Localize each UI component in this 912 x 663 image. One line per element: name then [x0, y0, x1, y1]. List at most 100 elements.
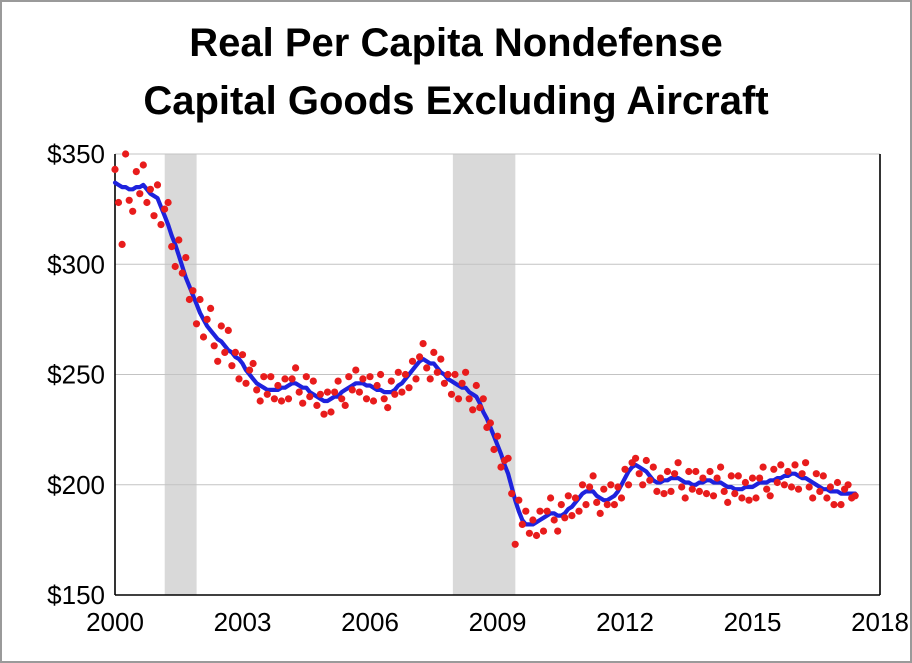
scatter-point: [550, 516, 558, 524]
scatter-point: [366, 373, 374, 381]
scatter-point: [607, 481, 615, 489]
scatter-point: [125, 196, 133, 204]
scatter-point: [118, 240, 126, 248]
scatter-point: [851, 492, 859, 500]
scatter-point: [263, 390, 271, 398]
scatter-point: [228, 362, 236, 370]
trend-line: [112, 180, 858, 527]
scatter-point: [656, 474, 665, 482]
scatter-point: [709, 492, 718, 500]
scatter-point: [164, 198, 172, 207]
scatter-point: [773, 478, 781, 487]
scatter-point: [476, 404, 484, 412]
scatter-point: [794, 485, 803, 493]
scatter-point: [564, 492, 572, 500]
scatter-point: [380, 395, 388, 403]
scatter-point: [284, 395, 293, 403]
scatter-point: [295, 388, 303, 396]
scatter-point: [660, 490, 668, 498]
scatter-point: [667, 487, 675, 495]
scatter-point: [451, 370, 459, 379]
scatter-point: [713, 474, 721, 482]
scatter-point: [727, 472, 735, 480]
scatter-point: [288, 375, 296, 383]
scatter-point: [391, 390, 399, 398]
x-tick-label: 2015: [724, 607, 782, 637]
scatter-point: [511, 540, 519, 548]
scatter-point: [136, 190, 144, 198]
scatter-point: [586, 483, 594, 491]
scatter-point: [437, 355, 445, 363]
scatter-point: [348, 386, 356, 394]
scatter-point: [338, 395, 346, 403]
scatter-point: [345, 373, 353, 381]
scatter-point: [780, 481, 789, 489]
scatter-point: [844, 481, 852, 489]
scatter-point: [377, 370, 385, 379]
scatter-point: [738, 494, 746, 502]
scatter-point: [267, 373, 275, 381]
scatter-point: [146, 185, 154, 193]
scatter-point: [763, 485, 771, 493]
scatter-point: [281, 375, 289, 383]
scatter-point: [525, 529, 534, 537]
scatter-point: [242, 379, 250, 387]
scatter-point: [292, 364, 300, 372]
scatter-point: [185, 295, 193, 304]
scatter-point: [462, 368, 470, 376]
scatter-point: [837, 501, 845, 509]
scatter-point: [341, 401, 349, 409]
scatter-point: [717, 463, 725, 471]
scatter-point: [724, 498, 732, 506]
scatter-point: [210, 342, 218, 350]
scatter-point: [416, 353, 424, 361]
scatter-point: [309, 377, 317, 385]
scatter-point: [787, 483, 796, 491]
scatter-point: [699, 474, 707, 482]
scatter-point: [833, 478, 842, 487]
scatter-point: [539, 527, 548, 535]
scatter-point: [139, 161, 147, 169]
scatter-point: [175, 236, 183, 244]
scatter-point: [681, 494, 689, 502]
scatter-point: [777, 461, 785, 469]
scatter-point: [823, 494, 831, 502]
scatter-point: [617, 494, 626, 502]
scatter-point: [458, 379, 466, 387]
scatter-point: [557, 501, 565, 509]
scatter-point: [161, 205, 169, 213]
scatter-point: [412, 375, 420, 383]
scatter-point: [132, 168, 140, 176]
scatter-point: [423, 364, 431, 372]
scatter-point: [805, 483, 813, 491]
scatter-point: [143, 198, 151, 207]
scatter-point: [221, 348, 229, 356]
scatter-point: [199, 333, 208, 341]
scatter-point: [745, 496, 753, 504]
scatter-point: [440, 379, 448, 387]
scatter-point: [430, 348, 438, 356]
chart-title-line1: Real Per Capita Nondefense: [189, 21, 723, 65]
scatter-point: [359, 375, 367, 383]
scatter-point: [759, 463, 767, 471]
scatter-point: [394, 368, 402, 376]
scatter-point: [274, 381, 282, 390]
scatter-point: [692, 467, 700, 476]
scatter-point: [454, 395, 463, 403]
scatter-point: [231, 348, 239, 356]
scatter-point: [522, 507, 530, 515]
scatter-point: [593, 498, 601, 506]
scatter-point: [756, 474, 764, 482]
scatter-point: [685, 467, 693, 476]
scatter-point: [398, 388, 406, 396]
scatter-point: [249, 359, 257, 368]
scatter-point: [122, 150, 130, 158]
scatter-point: [575, 507, 583, 515]
scatter-point: [653, 487, 661, 495]
chart-title-line2: Capital Goods Excluding Aircraft: [143, 79, 769, 123]
scatter-point: [600, 485, 608, 493]
y-tick-label: $350: [47, 139, 105, 169]
y-tick-label: $250: [47, 360, 105, 390]
scatter-point: [518, 520, 526, 529]
scatter-point: [472, 381, 480, 390]
